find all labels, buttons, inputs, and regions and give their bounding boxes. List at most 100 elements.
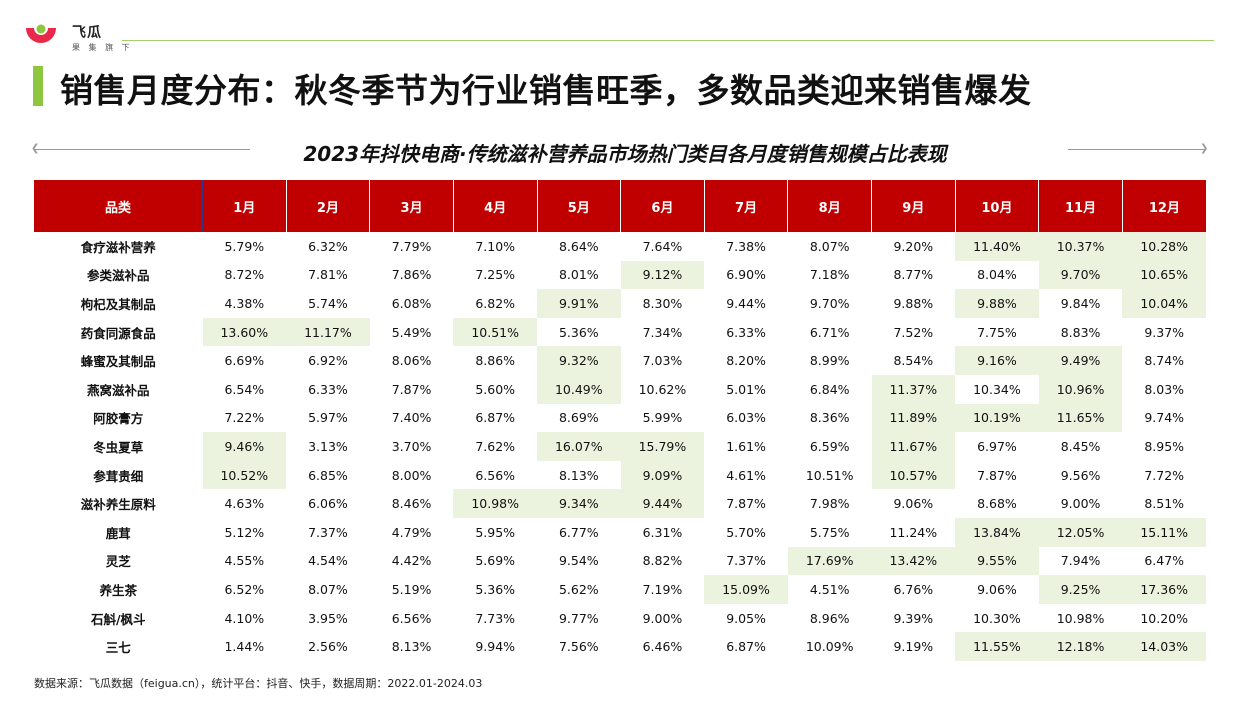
subtitle-left-line — [34, 149, 250, 150]
table-cell: 9.74% — [1144, 410, 1185, 426]
table-cell: 7.10% — [475, 238, 516, 254]
table-cell: 4.63% — [224, 496, 265, 512]
table-cell: 11.24% — [889, 524, 938, 540]
table-cell: 7.22% — [224, 410, 265, 426]
table-cell: 7.34% — [642, 324, 683, 340]
table-cell: 9.37% — [1144, 324, 1185, 340]
arrow-right-icon: ❯ — [1200, 143, 1209, 154]
row-category: 枸杞及其制品 — [80, 296, 156, 312]
header-category: 品类 — [34, 180, 203, 232]
table-cell: 9.09% — [620, 460, 705, 490]
table-row: 燕窝滋补品 6.54% 6.33% 7.87% 5.60% 10.49% 10.62% 5.0… — [34, 374, 1206, 404]
table-cell: 8.36% — [809, 410, 850, 426]
table-cell: 8.96% — [809, 610, 850, 626]
table-cell: 10.09% — [805, 639, 854, 655]
table-cell: 6.46% — [642, 639, 683, 655]
table-cell: 8.03% — [1144, 381, 1185, 397]
table-row: 养生茶 6.52% 8.07% 5.19% 5.36% 5.62% 7.19% 15.09% 4… — [34, 575, 1206, 604]
table-cell: 9.06% — [893, 496, 934, 512]
table-cell: 6.87% — [726, 639, 766, 655]
table-cell: 15.79% — [620, 432, 705, 461]
table-cell: 7.64% — [642, 238, 683, 254]
table-row: 滋补养生原料 4.63% 6.06% 8.46% 10.98% 9.34% 9.44% 7.8… — [34, 489, 1206, 518]
table-cell: 5.19% — [391, 581, 432, 597]
table-cell: 10.52% — [202, 460, 287, 490]
table-cell: 7.86% — [391, 267, 432, 283]
row-category: 灵芝 — [105, 554, 131, 570]
row-category: 食疗滋补营养 — [80, 239, 156, 255]
table-cell: 4.55% — [224, 553, 265, 569]
header-divider — [122, 40, 1214, 41]
table-subtitle: 2023年抖快电商·传统滋补营养品市场热门类目各月度销售规模占比表现 — [303, 142, 947, 166]
table-row: 鹿茸 5.12% 7.37% 4.79% 5.95% 6.77% 6.31% 5.70% 5.7… — [34, 517, 1206, 547]
table-cell: 8.77% — [893, 267, 934, 283]
table-cell: 10.51% — [805, 467, 854, 483]
table-cell: 5.95% — [475, 524, 516, 540]
table-cell: 6.71% — [809, 324, 850, 340]
table-cell: 3.13% — [308, 438, 348, 454]
monthly-sales-table: 品类 1月 2月 3月 4月 5月 6月 7月 8月 9月 10月 11月 12月 食疗滋补营养 5.79… — [34, 180, 1206, 661]
table-row: 冬虫夏草 9.46% 3.13% 3.70% 7.62% 16.07% 15.79% 1.61… — [34, 432, 1206, 461]
table-cell: 13.60% — [202, 317, 287, 347]
table-cell: 10.28% — [1122, 232, 1206, 261]
table-cell: 7.79% — [391, 238, 432, 254]
table-cell: 8.54% — [893, 353, 934, 369]
table-cell: 5.62% — [558, 581, 599, 597]
table-cell: 6.56% — [475, 467, 516, 483]
row-category: 燕窝滋补品 — [86, 382, 150, 398]
table-body: 食疗滋补营养 5.79% 6.32% 7.79% 7.10% 8.64% 7.64% 7.38… — [34, 232, 1206, 661]
table-cell: 11.89% — [871, 403, 956, 433]
subtitle-right-line — [1068, 149, 1206, 150]
table-cell: 6.77% — [558, 524, 599, 540]
table-cell: 10.34% — [973, 381, 1021, 397]
table-cell: 1.61% — [726, 438, 766, 454]
table-cell: 17.69% — [787, 546, 872, 576]
table-cell: 8.07% — [809, 238, 850, 254]
table-row: 石斛/枫斗 4.10% 3.95% 6.56% 7.73% 9.77% 9.00% 9.05%… — [34, 604, 1206, 633]
table-cell: 17.36% — [1122, 575, 1206, 604]
table-cell: 9.70% — [809, 295, 850, 311]
table-row: 灵芝 4.55% 4.54% 4.42% 5.69% 9.54% 8.82% 7.37% 17.… — [34, 546, 1206, 576]
table-cell: 8.06% — [391, 353, 432, 369]
table-cell: 9.12% — [620, 260, 705, 290]
table-cell: 4.10% — [224, 610, 265, 626]
table-cell: 7.87% — [726, 496, 766, 512]
row-category: 蜂蜜及其制品 — [80, 354, 156, 370]
table-cell: 5.69% — [475, 553, 516, 569]
table-cell: 4.42% — [391, 553, 432, 569]
table-cell: 6.97% — [977, 438, 1017, 454]
table-cell: 10.65% — [1122, 260, 1206, 290]
table-row: 阿胶膏方 7.22% 5.97% 7.40% 6.87% 8.69% 5.99% 6.03% 8… — [34, 403, 1206, 433]
arrow-left-icon: ❮ — [31, 143, 40, 154]
table-cell: 11.37% — [871, 374, 956, 404]
table-cell: 8.20% — [726, 353, 766, 369]
table-cell: 6.85% — [308, 467, 348, 483]
table-cell: 7.52% — [893, 324, 934, 340]
table-cell: 9.05% — [726, 610, 766, 626]
table-cell: 5.79% — [224, 238, 265, 254]
table-row: 蜂蜜及其制品 6.69% 6.92% 8.06% 8.86% 9.32% 7.03% 8.20… — [34, 346, 1206, 375]
table-cell: 9.54% — [558, 553, 599, 569]
table-cell: 1.44% — [224, 639, 265, 655]
table-cell: 6.84% — [809, 381, 850, 397]
table-cell: 8.82% — [642, 553, 683, 569]
row-category: 石斛/枫斗 — [90, 611, 146, 627]
table-row: 药食同源食品 13.60% 11.17% 5.49% 10.51% 5.36% 7.34% 6… — [34, 317, 1206, 347]
table-cell: 10.19% — [955, 403, 1039, 433]
table-cell: 9.06% — [977, 581, 1017, 597]
table-cell: 5.01% — [726, 381, 766, 397]
table-cell: 15.09% — [704, 575, 788, 604]
table-cell: 5.36% — [558, 324, 599, 340]
table-cell: 7.87% — [977, 467, 1017, 483]
table-cell: 8.01% — [558, 267, 599, 283]
row-category: 养生茶 — [99, 582, 137, 598]
table-cell: 13.42% — [871, 546, 956, 576]
table-cell: 4.51% — [809, 581, 850, 597]
table-row: 三七 1.44% 2.56% 8.13% 9.94% 7.56% 6.46% 6.87% 10.… — [34, 632, 1206, 661]
table-cell: 11.55% — [955, 632, 1039, 661]
header-month: 7月 — [704, 180, 789, 232]
table-cell: 12.05% — [1038, 517, 1123, 547]
row-category: 参类滋补品 — [86, 268, 150, 284]
table-cell: 9.56% — [1060, 467, 1101, 483]
table-cell: 5.60% — [475, 381, 516, 397]
